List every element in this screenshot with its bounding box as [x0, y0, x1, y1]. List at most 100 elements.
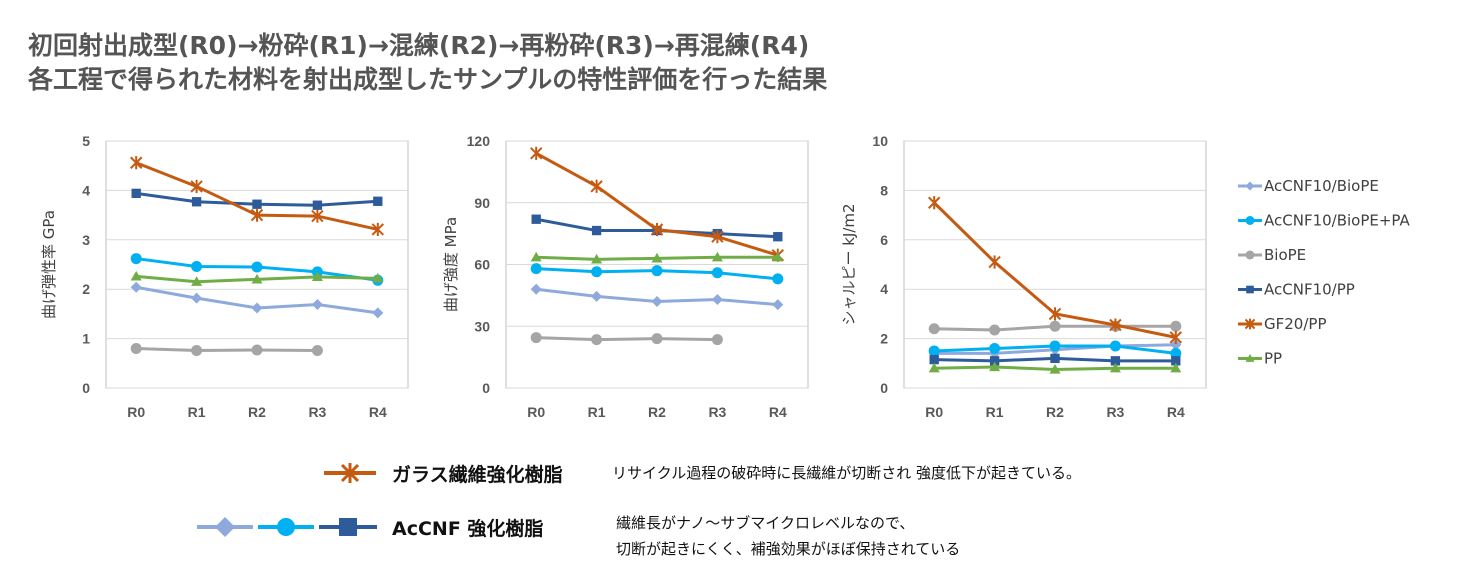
- legend-marker: [1245, 216, 1255, 225]
- data-point: [989, 324, 1001, 336]
- data-point: [1170, 320, 1182, 332]
- data-point: [1169, 330, 1183, 344]
- series-pp: [130, 270, 384, 286]
- accnf-note: 繊維長がナノ～サブマイクロレベルなので、 切断が起きにくく、補強効果がほぼ保持さ…: [616, 510, 960, 562]
- legend-item: PP: [1238, 350, 1282, 368]
- accnf-note-line-2: 切断が起きにくく、補強効果がほぼ保持されている: [616, 540, 961, 558]
- glass-fiber-label: ガラス繊維強化樹脂: [392, 464, 563, 486]
- legend-marker: [1245, 181, 1255, 191]
- y-tick-label: 0: [880, 380, 888, 396]
- accnf-line-samples: [197, 517, 377, 537]
- y-tick-label: 5: [82, 133, 90, 149]
- data-point: [311, 344, 323, 356]
- data-point: [590, 179, 603, 193]
- diamond-marker-icon: [215, 517, 235, 537]
- data-point: [650, 222, 664, 237]
- accnf-label: AcCNF 強化樹脂: [392, 518, 544, 540]
- data-point: [989, 356, 1000, 366]
- x-tick-label: R2: [1046, 404, 1064, 420]
- data-point: [929, 354, 939, 365]
- legend-label: BioPE: [1264, 246, 1306, 264]
- data-point: [1109, 340, 1121, 352]
- data-point: [711, 230, 724, 244]
- accnf-note-line-1: 繊維長がナノ～サブマイクロレベルなので、: [616, 514, 915, 532]
- data-point: [191, 260, 203, 272]
- data-point: [251, 344, 263, 356]
- data-point: [191, 276, 203, 286]
- series-biope: [530, 332, 723, 346]
- data-point: [129, 156, 143, 170]
- data-point: [1049, 320, 1061, 332]
- y-tick-label: 4: [82, 182, 90, 198]
- x-tick-label: R1: [986, 404, 1004, 420]
- data-point: [1109, 318, 1122, 332]
- data-point: [989, 361, 1001, 372]
- x-tick-label: R1: [188, 404, 206, 420]
- data-point: [130, 342, 142, 354]
- x-tick-label: R2: [248, 404, 266, 420]
- data-point: [311, 271, 323, 281]
- x-tick-label: R4: [369, 404, 387, 420]
- y-tick-label: 90: [474, 195, 490, 211]
- data-point: [130, 281, 142, 293]
- x-tick-label: R2: [648, 404, 666, 420]
- series-gf20-pp: [129, 156, 385, 237]
- x-tick-label: R0: [527, 404, 545, 420]
- x-tick-label: R3: [1106, 404, 1124, 420]
- data-point: [252, 199, 262, 209]
- legend-item: GF20/PP: [1238, 315, 1326, 333]
- data-point: [651, 296, 663, 308]
- data-point: [928, 323, 940, 335]
- data-point: [711, 267, 723, 279]
- data-point: [311, 299, 323, 311]
- data-point: [130, 253, 142, 265]
- y-axis-label: 曲げ弾性率 GPa: [40, 210, 58, 319]
- series-gf20-pp: [927, 196, 1183, 344]
- legend-label: GF20/PP: [1264, 315, 1326, 333]
- legend-label: AcCNF10/BioPE: [1264, 177, 1379, 195]
- legend-item: AcCNF10/BioPE: [1238, 177, 1379, 195]
- data-point: [711, 251, 723, 262]
- y-tick-label: 60: [474, 257, 490, 273]
- glass-fiber-line-sample: [324, 463, 376, 483]
- data-point: [772, 251, 784, 262]
- data-point: [530, 332, 542, 344]
- data-point: [1110, 356, 1121, 366]
- data-point: [988, 255, 1001, 269]
- series-line: [535, 152, 779, 257]
- data-point: [191, 292, 203, 304]
- legend-marker: [1245, 354, 1255, 362]
- y-tick-label: 0: [82, 380, 90, 396]
- data-point: [312, 200, 323, 210]
- x-tick-label: R3: [708, 404, 726, 420]
- y-tick-label: 30: [474, 318, 490, 334]
- y-tick-label: 0: [482, 380, 490, 396]
- x-marker-icon: [340, 463, 360, 483]
- y-tick-label: 2: [82, 281, 90, 297]
- data-point: [372, 307, 384, 319]
- data-point: [1171, 356, 1181, 366]
- data-point: [772, 273, 784, 285]
- data-point: [651, 252, 663, 263]
- data-point: [371, 222, 385, 237]
- x-tick-label: R4: [769, 404, 787, 420]
- data-point: [591, 334, 603, 346]
- series-biope: [928, 320, 1182, 336]
- data-point: [651, 333, 663, 345]
- square-marker-icon: [339, 518, 357, 536]
- legend-label: AcCNF10/BioPE+PA: [1264, 212, 1411, 230]
- legend-marker: [1245, 250, 1255, 260]
- data-point: [190, 179, 203, 194]
- data-point: [1050, 353, 1060, 364]
- series-accnf10-biope-pa: [130, 253, 384, 286]
- data-point: [251, 302, 263, 314]
- data-point: [250, 208, 264, 222]
- legend-label: PP: [1264, 350, 1282, 368]
- legend: AcCNF10/BioPE AcCNF10/BioPE+PA BioPE AcCNF1…: [1238, 177, 1411, 368]
- y-axis-label: 曲げ強度 MPa: [442, 217, 460, 312]
- glass-fiber-note: リサイクル過程の破砕時に長繊維が切断され 強度低下が起きている。: [612, 464, 1082, 482]
- y-tick-label: 4: [880, 281, 888, 297]
- data-point: [927, 196, 941, 210]
- data-point: [1049, 363, 1061, 374]
- data-point: [989, 342, 1001, 354]
